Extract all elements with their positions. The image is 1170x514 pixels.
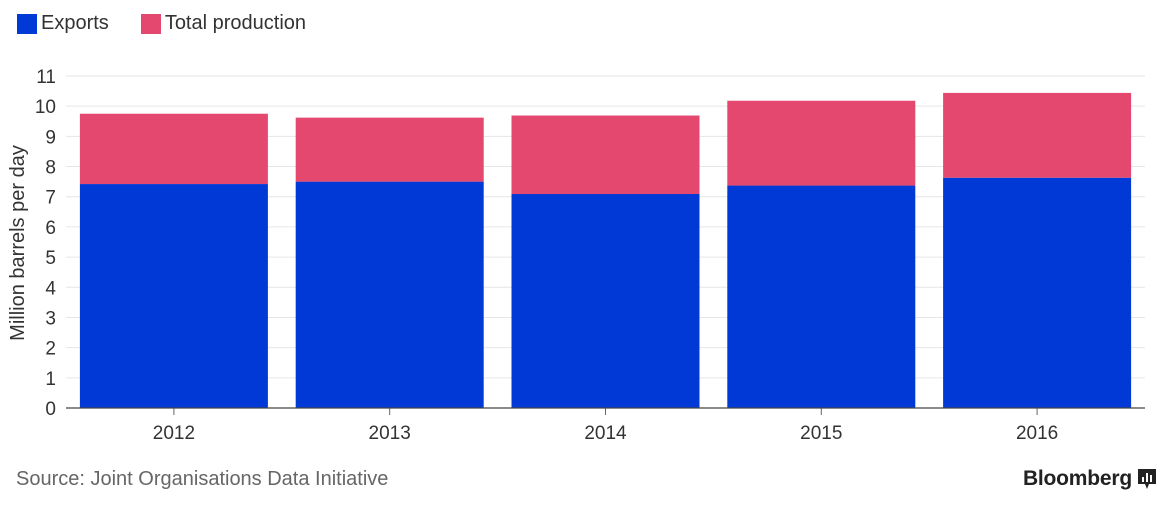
source-note: Source: Joint Organisations Data Initiat… <box>16 468 389 490</box>
y-tick-label: 8 <box>45 158 56 179</box>
y-tick-label: 7 <box>45 188 56 209</box>
bar-total-production-2013[interactable] <box>295 117 484 182</box>
y-tick-label: 9 <box>45 127 56 148</box>
bars <box>79 92 1132 408</box>
x-tick-label: 2016 <box>1016 423 1058 444</box>
y-axis: 0 1 2 3 4 5 6 7 8 9 10 11 <box>35 67 57 420</box>
bar-exports-2016[interactable] <box>943 177 1132 408</box>
bar-total-production-2014[interactable] <box>511 115 700 195</box>
y-tick-label: 4 <box>45 278 56 299</box>
legend-item-total-production[interactable]: Total production <box>140 12 307 35</box>
bar-exports-2014[interactable] <box>511 194 700 408</box>
legend-label-total-production: Total production <box>164 12 307 34</box>
brand-logo: Bloomberg <box>1023 467 1156 491</box>
y-tick-label: 2 <box>45 339 56 360</box>
legend-label-exports: Exports <box>41 12 109 34</box>
bar-total-production-2015[interactable] <box>727 100 916 186</box>
y-tick-label: 5 <box>45 248 56 269</box>
bar-exports-2012[interactable] <box>79 184 268 408</box>
stacked-bar-chart: 0 1 2 3 4 5 6 7 8 9 10 11 2012 2013 2014 2015 2016 Mill… <box>7 67 1145 444</box>
bar-total-production-2012[interactable] <box>79 113 268 185</box>
x-tick-label: 2013 <box>369 423 411 444</box>
y-tick-label: 3 <box>45 308 56 329</box>
bar-total-production-2016[interactable] <box>943 92 1132 178</box>
y-tick-label: 6 <box>45 218 56 239</box>
x-tick-label: 2014 <box>584 423 627 444</box>
x-tick-label: 2012 <box>153 423 195 444</box>
y-axis-label: Million barrels per day <box>7 145 29 341</box>
x-axis: 2012 2013 2014 2015 2016 <box>66 407 1145 444</box>
legend-swatch-exports <box>17 13 37 34</box>
legend: Exports Total production <box>17 12 338 35</box>
legend-item-exports[interactable]: Exports <box>17 12 109 35</box>
bar-exports-2013[interactable] <box>295 181 484 408</box>
bar-chart-icon <box>1138 469 1156 489</box>
y-tick-label: 0 <box>45 399 56 420</box>
brand-name: Bloomberg <box>1022 467 1132 490</box>
legend-swatch-total-production <box>140 13 161 34</box>
x-tick-label: 2015 <box>800 423 842 444</box>
y-tick-label: 11 <box>36 67 56 88</box>
bar-exports-2015[interactable] <box>727 185 916 408</box>
y-tick-label: 1 <box>45 369 56 390</box>
y-tick-label: 10 <box>35 97 56 118</box>
